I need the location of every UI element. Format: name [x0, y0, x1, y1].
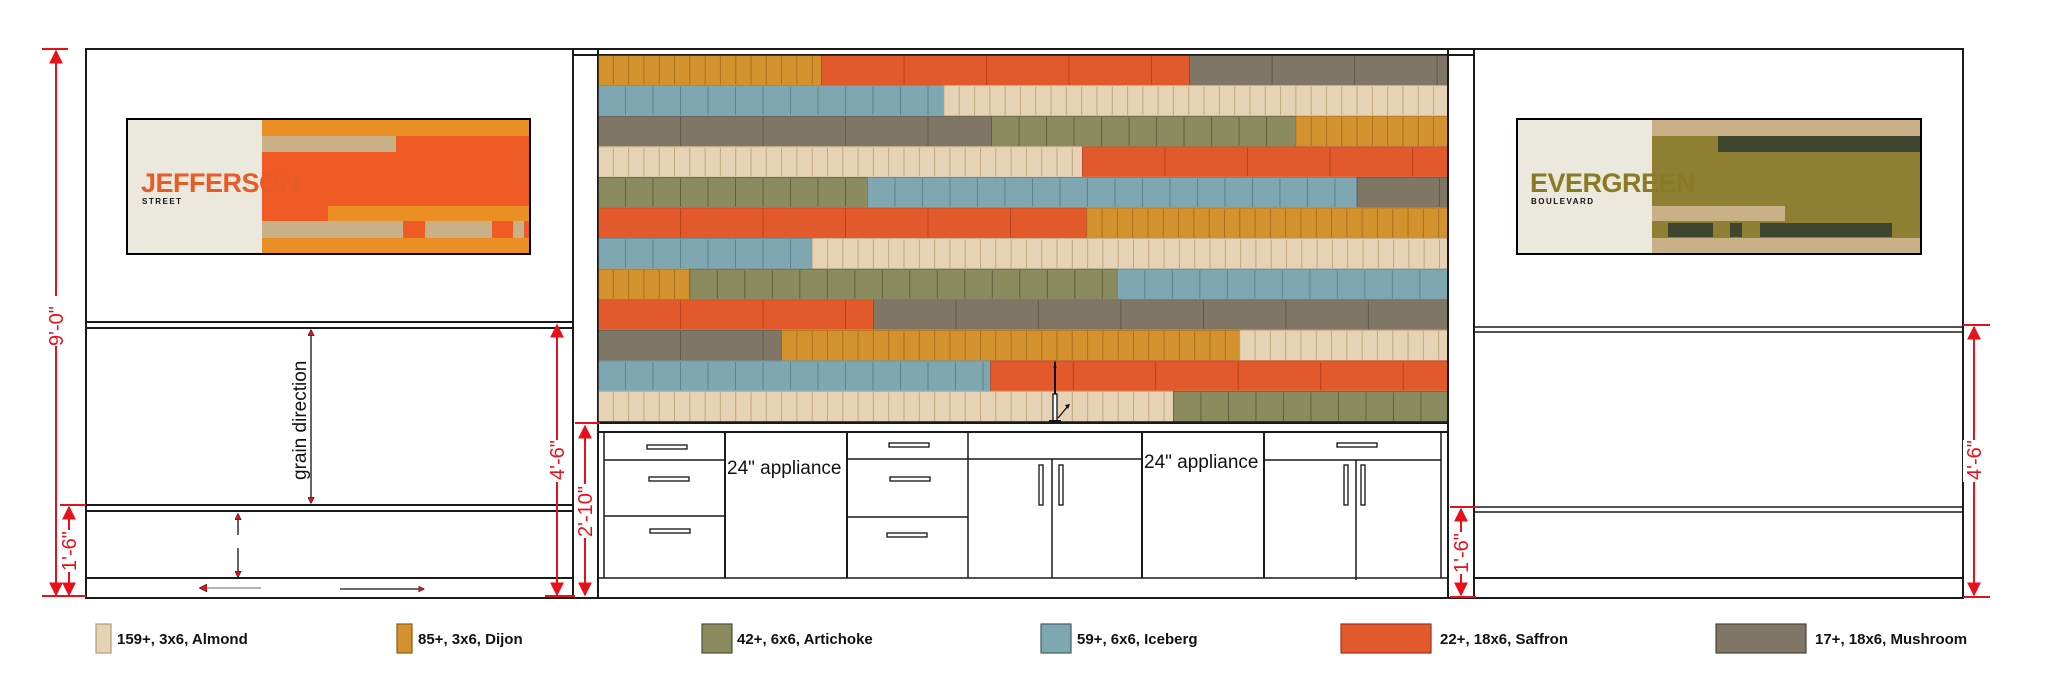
tile-run-saffron — [990, 360, 1449, 392]
legend-item-saffron: 22+, 18x6, Saffron — [1340, 623, 1568, 654]
legend-item-almond: 159+, 3x6, Almond — [95, 623, 248, 654]
tile-run-almond — [597, 146, 1083, 178]
left-shelf-lower — [85, 504, 574, 512]
dim-left-back: 4'-6" — [547, 440, 569, 480]
dim-right-back: 4'-6" — [1964, 440, 1986, 480]
right-panel: EVERGREEN BOULEVARD — [1473, 48, 1964, 599]
tile-run-mushroom — [597, 329, 783, 362]
legend-item-dijon: 85+, 3x6, Dijon — [396, 623, 523, 654]
legend-swatch — [701, 623, 733, 654]
tile-run-mushroom — [1189, 54, 1449, 86]
tile-run-iceberg — [597, 85, 945, 117]
door-handle[interactable] — [1343, 464, 1349, 506]
legend-swatch — [1040, 623, 1072, 654]
left-shelf-upper — [85, 321, 574, 329]
base-cabinets: 24" appliance 24" appliance — [597, 422, 1449, 599]
tile-run-almond — [811, 238, 1449, 270]
dim-counter: 2'-10" — [575, 486, 597, 537]
legend-swatch — [1715, 623, 1807, 654]
right-shelf-lower — [1473, 506, 1964, 513]
door-handle[interactable] — [1360, 464, 1366, 506]
tile-run-saffron — [597, 207, 1088, 239]
tile-run-mushroom — [1356, 176, 1449, 209]
legend: 159+, 3x6, Almond 85+, 3x6, Dijon 42+, 6… — [95, 623, 1967, 654]
tile-run-artichoke — [991, 115, 1297, 148]
legend-item-iceberg: 59+, 6x6, Iceberg — [1040, 623, 1198, 654]
dim-right-bench: 1'-6" — [1451, 533, 1473, 573]
legend-item-artichoke: 42+, 6x6, Artichoke — [701, 623, 873, 654]
legend-label: 59+, 6x6, Iceberg — [1077, 631, 1198, 648]
dimensions: 9'-0" 1'-6" 4'-6" 2'-10" 1'-6" 4'-6" — [42, 48, 1990, 598]
legend-label: 17+, 18x6, Mushroom — [1815, 631, 1967, 648]
tile-run-iceberg — [867, 176, 1358, 209]
appliance-label-1: 24" appliance — [727, 458, 842, 479]
tile-run-dijon — [597, 54, 822, 86]
legend-swatch — [396, 623, 413, 654]
legend-swatch — [95, 623, 112, 654]
grain-direction-label: grain direction — [290, 361, 311, 480]
drawer-handle[interactable] — [648, 476, 690, 482]
tile-run-saffron — [1082, 146, 1449, 178]
drawer-handle[interactable] — [646, 444, 688, 450]
tile-run-artichoke — [689, 268, 1118, 301]
jefferson-title: JEFFERSON — [141, 168, 299, 198]
legend-label: 159+, 3x6, Almond — [117, 631, 248, 648]
drawer-handle[interactable] — [886, 532, 928, 538]
tile-run-almond — [943, 85, 1449, 117]
legend-swatch — [1340, 623, 1432, 654]
legend-label: 85+, 3x6, Dijon — [418, 631, 523, 648]
countertop — [597, 422, 1449, 433]
door-handle[interactable] — [1058, 464, 1064, 506]
dim-total-height: 9'-0" — [46, 306, 68, 346]
dim-left-bench: 1'-6" — [59, 531, 81, 571]
tile-run-mushroom — [873, 299, 1449, 331]
tile-wall — [572, 48, 1475, 599]
tile-run-iceberg — [597, 238, 813, 270]
evergreen-subtitle: BOULEVARD — [1531, 197, 1595, 206]
drawer-cabinet-2 — [847, 442, 968, 538]
jefferson-subtitle: STREET — [142, 197, 183, 206]
left-panel: JEFFERSON STREET grain direction — [85, 48, 599, 599]
right-shelf-upper — [1473, 326, 1964, 333]
evergreen-sign: EVERGREEN BOULEVARD — [1516, 118, 1922, 255]
tile-run-iceberg — [597, 360, 992, 392]
evergreen-title: EVERGREEN — [1530, 168, 1695, 198]
drawer-handle[interactable] — [889, 476, 931, 482]
tile-run-artichoke — [597, 176, 868, 209]
door-cabinet — [1264, 442, 1441, 580]
drawer-handle[interactable] — [1336, 442, 1378, 448]
appliance-label-2: 24" appliance — [1144, 452, 1259, 473]
drawer-handle[interactable] — [649, 528, 691, 534]
drawer-cabinet-1 — [604, 444, 725, 534]
legend-label: 42+, 6x6, Artichoke — [737, 631, 873, 648]
tile-run-saffron — [597, 299, 874, 331]
jefferson-sign: JEFFERSON STREET — [126, 118, 531, 255]
tile-run-dijon — [1086, 207, 1449, 239]
legend-label: 22+, 18x6, Saffron — [1440, 631, 1568, 648]
legend-item-mushroom: 17+, 18x6, Mushroom — [1715, 623, 1967, 654]
drawer-handle[interactable] — [888, 442, 930, 448]
tile-run-saffron — [821, 54, 1190, 86]
door-handle[interactable] — [1038, 464, 1044, 506]
tile-run-almond — [1239, 329, 1449, 362]
tile-run-mushroom — [597, 115, 992, 148]
sink-cabinet — [968, 458, 1142, 578]
